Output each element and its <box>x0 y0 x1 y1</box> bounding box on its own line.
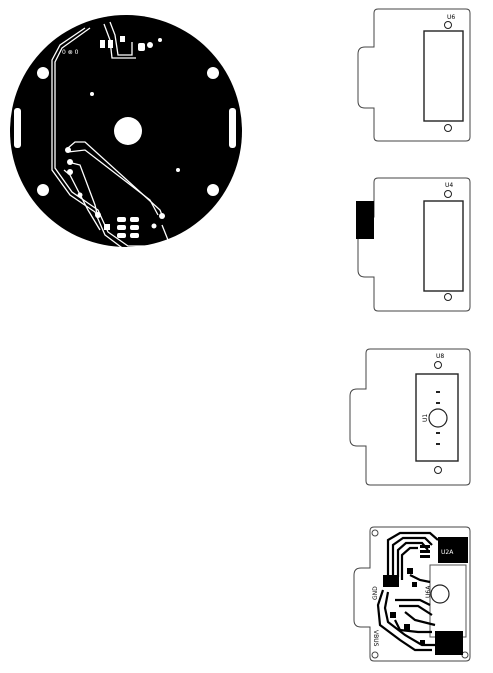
round-board-traces <box>51 21 169 251</box>
board-1-designator: U6 <box>447 14 455 21</box>
round-board: 0 ⊗ 0 <box>10 15 242 251</box>
board-2: U4 <box>356 177 471 312</box>
board-1: U6 <box>357 8 471 142</box>
board-4-copper-block <box>438 537 468 563</box>
round-board-mark: 0 ⊗ 0 <box>62 49 79 56</box>
board-3-hole <box>434 361 442 369</box>
board-3-component-outline <box>415 373 459 462</box>
board-2-component-outline <box>423 200 464 292</box>
board-3: U8 U1 <box>349 348 471 486</box>
board-1-outline <box>357 8 471 142</box>
board-3-round-component <box>428 408 448 428</box>
left-slot <box>14 108 21 148</box>
board-1-component-outline <box>423 30 464 122</box>
board-2-connector-pad <box>356 201 374 239</box>
board-1-hole <box>444 21 452 29</box>
board-4-pads <box>390 545 430 645</box>
board-3-pad <box>436 391 440 393</box>
board-4-side-label: GND <box>372 586 379 600</box>
board-4-round-component <box>430 584 450 604</box>
board-4-copper-block <box>383 575 399 587</box>
board-4-center-label: U6A <box>425 585 432 598</box>
board-3-outline <box>349 348 471 486</box>
board-3-pad <box>436 432 440 434</box>
board-4-hole <box>371 529 379 537</box>
board-2-hole <box>444 293 452 301</box>
board-4-designator: U2A <box>441 549 454 556</box>
board-3-pad <box>436 402 440 404</box>
mounting-hole <box>207 67 219 79</box>
mounting-hole <box>207 184 219 196</box>
board-1-hole <box>444 124 452 132</box>
mounting-hole <box>37 67 49 79</box>
board-3-center-label: U1 <box>422 414 429 422</box>
board-2-hole <box>444 190 452 198</box>
board-3-hole <box>434 466 442 474</box>
mounting-hole <box>37 184 49 196</box>
board-3-designator: U8 <box>436 353 444 360</box>
center-hole <box>114 117 142 145</box>
right-slot <box>229 108 236 148</box>
board-4-copper-block <box>435 631 463 655</box>
board-2-designator: U4 <box>445 182 453 189</box>
board-4-hole <box>371 651 379 659</box>
board-4-bottom-label: VBUS <box>372 630 379 647</box>
board-4: U2A U6A GND VBUS <box>353 526 471 662</box>
round-board-pads <box>65 36 180 238</box>
board-3-pad <box>436 443 440 445</box>
